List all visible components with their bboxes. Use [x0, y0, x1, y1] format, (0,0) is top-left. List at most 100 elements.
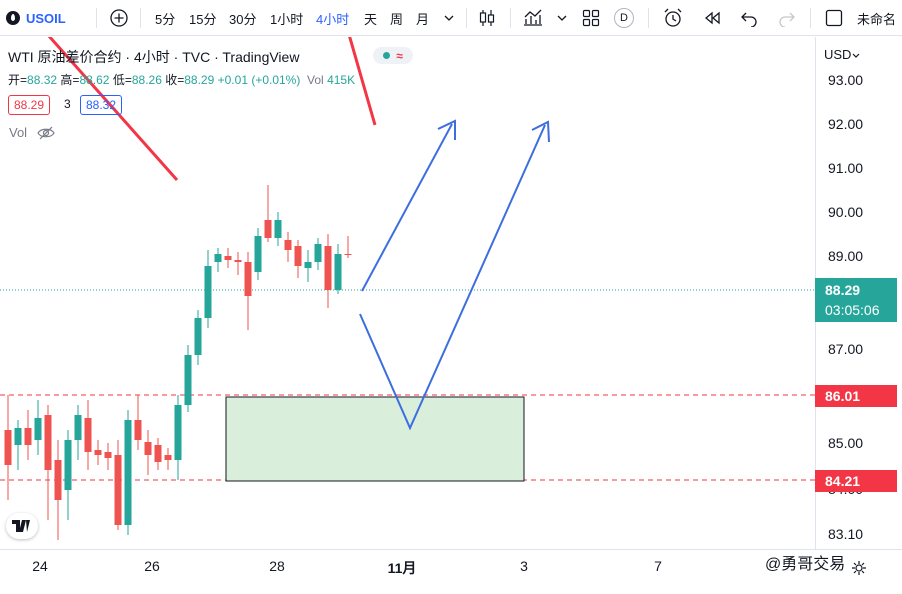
candle-body — [24, 428, 32, 445]
interval-30m[interactable]: 30分 — [229, 11, 257, 27]
alert-button[interactable] — [662, 0, 684, 36]
market-open-dot-icon — [383, 52, 391, 59]
annotation-arrow-symbol — [47, 37, 179, 181]
time-tick: 7 — [654, 558, 662, 574]
candle-body — [344, 254, 352, 255]
toolbar-divider — [648, 8, 649, 28]
layout-name[interactable]: 未命名 — [857, 11, 897, 27]
interval-day[interactable]: 天 — [364, 11, 378, 27]
interval-5m[interactable]: 5分 — [155, 11, 176, 27]
spread-value: 3 — [64, 97, 71, 111]
time-tick: 11月 — [387, 560, 417, 576]
time-tick: 26 — [144, 558, 160, 574]
d-letter-badge: D — [614, 8, 634, 28]
replay-button[interactable] — [701, 0, 723, 36]
indicators-icon — [524, 9, 542, 26]
chart-canvas[interactable] — [0, 37, 815, 549]
projection-path-long[interactable] — [359, 120, 550, 431]
bar-countdown: 03:05:06 — [825, 302, 880, 318]
candle-body — [144, 442, 152, 455]
candle-body — [234, 260, 242, 262]
projection-line-up[interactable] — [361, 123, 453, 292]
gear-icon[interactable] — [851, 560, 867, 576]
candle-body — [184, 355, 192, 405]
candle-body — [284, 240, 292, 250]
high-value: 88.62 — [79, 73, 110, 87]
projection-path-short[interactable] — [361, 119, 456, 292]
candle-body — [174, 405, 182, 460]
candle-body — [114, 455, 122, 525]
candle-body — [204, 266, 212, 318]
compare-symbol-button[interactable] — [108, 0, 130, 36]
candle-body — [14, 428, 22, 445]
ask-price-badge[interactable]: 88.32 — [80, 95, 123, 115]
current-price-value: 88.29 — [825, 282, 861, 298]
candle-body — [264, 220, 272, 238]
price-tick: 89.00 — [828, 248, 864, 264]
price-tick: 91.00 — [828, 160, 864, 176]
candle-body — [4, 430, 12, 465]
open-value: 88.32 — [27, 73, 58, 87]
candle-body — [334, 254, 342, 290]
chart-pane[interactable]: WTI 原油差价合约 · 4小时 · TVC · TradingView ≈ 开… — [0, 37, 815, 549]
eye-hidden-icon[interactable] — [37, 126, 55, 140]
price-tick: 90.00 — [828, 204, 864, 220]
interval-week[interactable]: 周 — [390, 11, 404, 27]
tradingview-logo[interactable] — [6, 513, 38, 539]
currency-selector[interactable]: USD — [824, 47, 861, 62]
layout-checkbox[interactable] — [823, 0, 845, 36]
candle-body — [314, 244, 322, 262]
close-value: 88.29 — [184, 73, 215, 87]
redo-button[interactable] — [776, 0, 798, 36]
undo-button[interactable] — [738, 0, 760, 36]
candle-body — [64, 440, 72, 490]
demand-zone-rectangle[interactable] — [225, 396, 525, 482]
time-tick: 28 — [269, 558, 285, 574]
candlestick-icon — [479, 10, 495, 26]
level-tag-upper: 86.01 — [815, 385, 897, 407]
square-icon — [825, 9, 843, 27]
indicators-dropdown-button[interactable] — [551, 0, 573, 36]
interval-dropdown-button[interactable] — [438, 0, 460, 36]
price-tick: 92.00 — [828, 116, 864, 132]
indicator-label: Vol — [9, 125, 28, 140]
candle-body — [224, 256, 232, 260]
annotation-arrow-line — [47, 37, 179, 181]
interval-4h[interactable]: 4小时 — [316, 11, 350, 27]
high-label: 高 — [60, 73, 73, 87]
annotation-arrow-interval — [348, 37, 377, 126]
interval-month[interactable]: 月 — [416, 11, 430, 27]
volume-indicator-legend[interactable]: Vol — [9, 125, 55, 140]
low-label: 低 — [112, 73, 125, 87]
candle-body — [124, 420, 132, 525]
interval-15m[interactable]: 15分 — [189, 11, 217, 27]
arrowhead-icon — [437, 119, 456, 140]
price-tick: 87.00 — [828, 341, 864, 357]
candle-body — [244, 262, 252, 296]
ohlc-row: 开=88.32 高=88.62 低=88.26 收=88.29 +0.01 (+… — [8, 73, 356, 87]
candle-body — [304, 262, 312, 268]
symbol-search-button[interactable]: USOIL — [6, 0, 66, 36]
bid-price-badge[interactable]: 88.29 — [8, 95, 51, 115]
chevron-down-icon — [444, 15, 454, 21]
time-axis[interactable]: 24 26 28 11月 3 7 @勇哥交易 — [0, 549, 902, 594]
low-value: 88.26 — [131, 73, 162, 87]
candle-body — [134, 420, 142, 440]
price-tick: 83.10 — [828, 526, 864, 542]
oil-drop-icon — [6, 11, 20, 25]
watermark-text: @勇哥交易 — [765, 556, 846, 573]
compare-d-button[interactable]: D — [613, 0, 635, 36]
interval-1h[interactable]: 1小时 — [270, 11, 304, 27]
market-status-pill[interactable]: ≈ — [373, 47, 413, 64]
candle-body — [154, 445, 162, 462]
symbol-label: USOIL — [26, 10, 66, 26]
indicators-button[interactable] — [522, 0, 544, 36]
layout-button[interactable] — [580, 0, 602, 36]
candle-body — [254, 236, 262, 272]
top-toolbar: USOIL 5分 15分 30分 1小时 4小时 天 周 月 D — [0, 0, 902, 36]
projection-line-dip-rally[interactable] — [359, 124, 546, 431]
price-tick: 93.00 — [828, 72, 864, 88]
chart-type-button[interactable] — [476, 0, 498, 36]
annotation-arrow-line — [348, 37, 377, 126]
alarm-clock-icon — [664, 8, 682, 27]
